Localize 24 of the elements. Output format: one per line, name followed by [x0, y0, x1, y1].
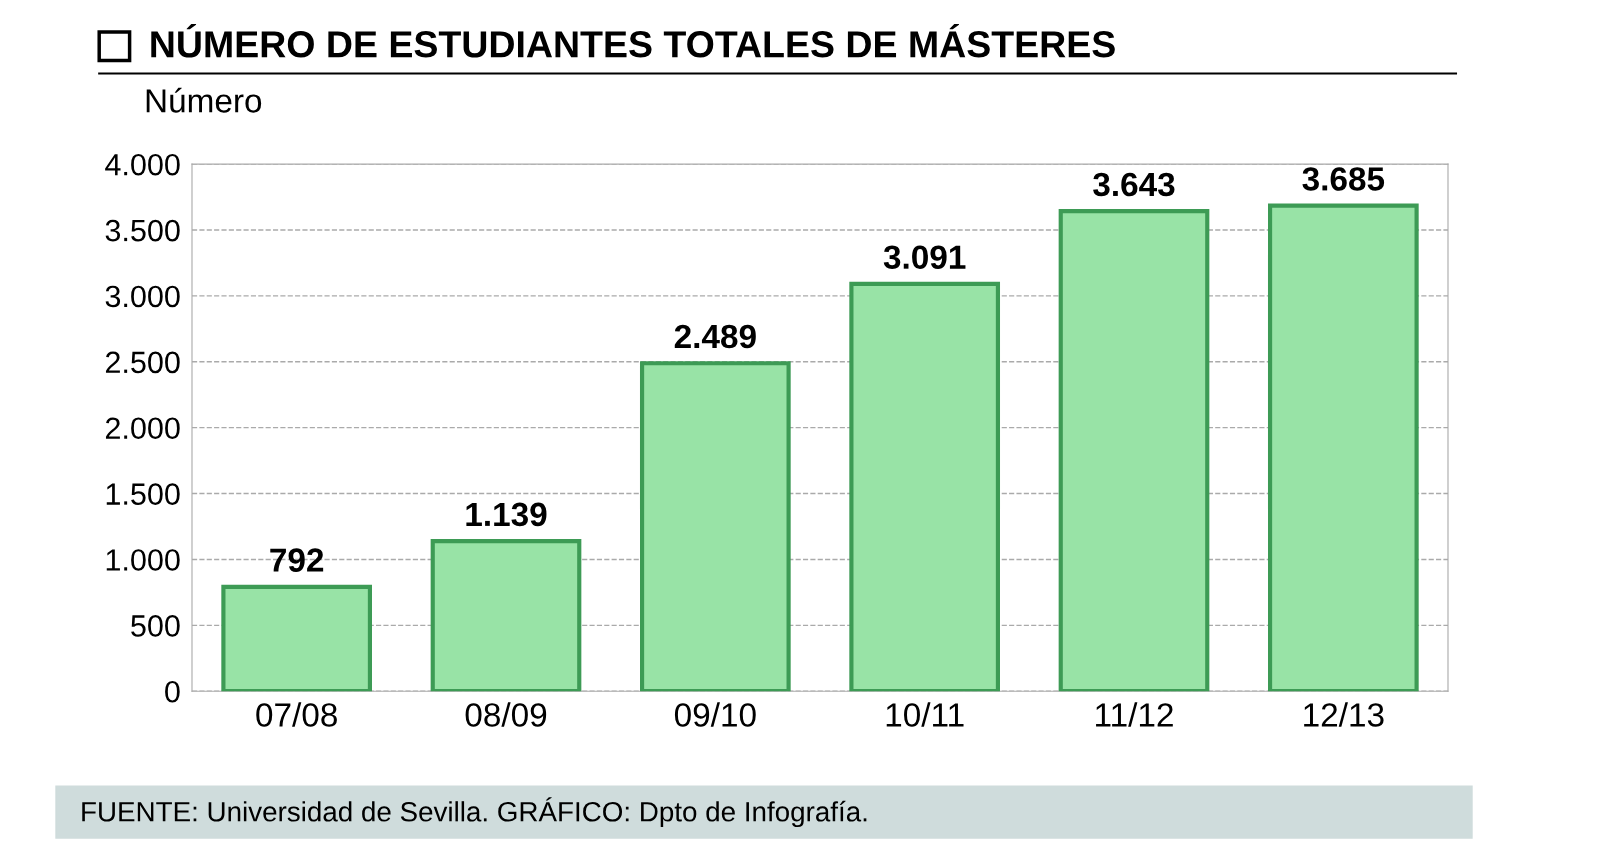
x-tick-label: 10/11 — [886, 702, 964, 727]
y-tick-label: 1.500 — [106, 483, 180, 505]
data-label: 3.091 — [883, 245, 966, 270]
x-tick-label: 11/12 — [1096, 702, 1173, 727]
y-tick-label: 2.000 — [105, 417, 180, 440]
x-tick-label: 09/10 — [674, 702, 756, 727]
x-tick-label: 12/13 — [1304, 702, 1384, 727]
y-tick-label: 500 — [131, 615, 180, 637]
y-tick-label: 4.000 — [105, 153, 180, 176]
x-tick-label: 07/08 — [256, 702, 337, 727]
data-label: 3.643 — [1093, 172, 1175, 197]
x-tick-label: 08/09 — [465, 702, 547, 727]
data-label: 3.685 — [1302, 167, 1385, 191]
chart-title: NÚMERO DE ESTUDIANTES TOTALES DE MÁSTERES — [151, 23, 1115, 58]
y-axis-title: Número — [146, 87, 262, 113]
source-note: FUENTE: Universidad de Sevilla. GRÁFICO: Dpto de Infografía. — [82, 797, 867, 828]
y-tick-label: 2.500 — [105, 351, 180, 374]
data-label: 1.139 — [466, 502, 547, 527]
data-label: 2.489 — [674, 324, 756, 349]
y-tick-label: 1.000 — [106, 549, 180, 571]
y-tick-label: 3.000 — [105, 285, 180, 308]
data-label: 792 — [270, 548, 324, 572]
y-tick-label: 0 — [165, 680, 180, 703]
y-tick-label: 3.500 — [105, 219, 180, 242]
